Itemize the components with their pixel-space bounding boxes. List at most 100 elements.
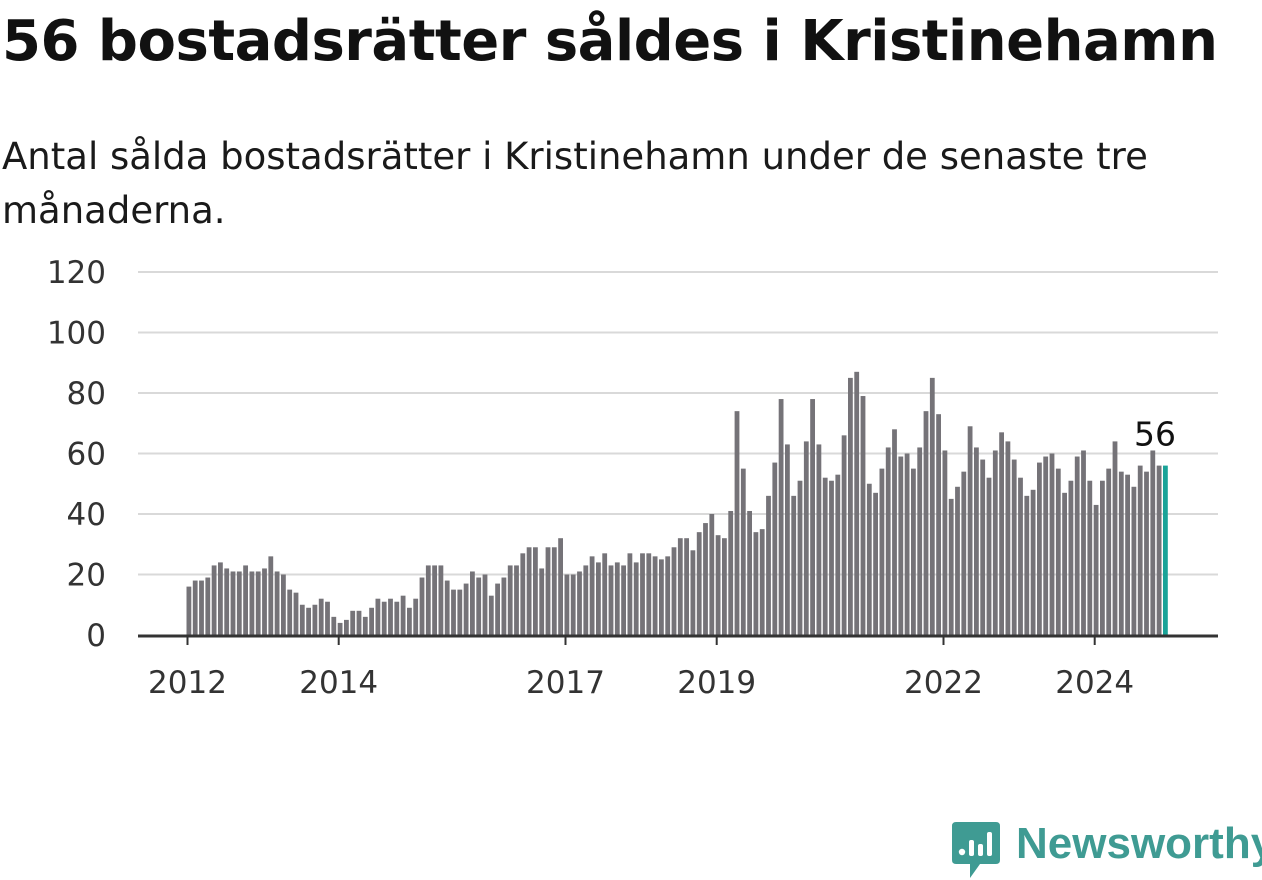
bar bbox=[224, 568, 230, 635]
y-tick-label: 20 bbox=[67, 558, 106, 594]
bar bbox=[1011, 459, 1017, 635]
y-tick-label: 100 bbox=[47, 316, 106, 352]
bar bbox=[1043, 456, 1049, 635]
bar bbox=[785, 444, 790, 635]
bar bbox=[274, 571, 280, 635]
bar bbox=[362, 616, 368, 635]
x-tick-label: 2022 bbox=[904, 665, 983, 701]
bar bbox=[640, 553, 645, 635]
bar bbox=[974, 447, 979, 635]
bar bbox=[1018, 477, 1023, 635]
bar bbox=[1131, 486, 1137, 635]
y-tick-label: 80 bbox=[67, 376, 106, 412]
x-tick-label: 2017 bbox=[526, 665, 605, 701]
bar bbox=[1118, 471, 1124, 635]
bar bbox=[1144, 471, 1149, 635]
bar bbox=[929, 377, 935, 635]
bar bbox=[728, 510, 734, 635]
bar bbox=[419, 577, 425, 635]
bar bbox=[299, 604, 305, 635]
bar bbox=[407, 607, 412, 635]
bar bbox=[1030, 489, 1036, 635]
bar bbox=[236, 571, 242, 635]
bar bbox=[577, 571, 582, 635]
bar bbox=[747, 510, 752, 635]
bar bbox=[344, 619, 349, 635]
bar bbox=[1137, 465, 1143, 635]
bar bbox=[470, 571, 475, 635]
bar bbox=[268, 556, 274, 635]
bar bbox=[526, 547, 532, 635]
bar bbox=[898, 456, 904, 635]
bar bbox=[514, 565, 519, 635]
bar bbox=[545, 547, 551, 635]
bar bbox=[955, 486, 960, 635]
bar bbox=[690, 550, 696, 635]
x-tick-label: 2014 bbox=[299, 665, 378, 701]
bar bbox=[451, 589, 456, 635]
bar bbox=[230, 571, 236, 635]
bar bbox=[312, 604, 318, 635]
bar bbox=[400, 595, 406, 635]
bar bbox=[734, 411, 740, 635]
bar bbox=[652, 556, 658, 635]
bar bbox=[249, 571, 255, 635]
bar bbox=[1125, 474, 1130, 635]
bar bbox=[1062, 492, 1067, 635]
bar bbox=[659, 559, 664, 635]
bar bbox=[1074, 456, 1080, 635]
bar bbox=[306, 607, 311, 635]
bar bbox=[596, 562, 601, 635]
bar bbox=[740, 468, 746, 635]
bar bbox=[967, 426, 973, 635]
bar bbox=[186, 586, 192, 635]
bar bbox=[1100, 480, 1105, 635]
bar bbox=[558, 538, 563, 635]
bar bbox=[583, 565, 589, 635]
bar bbox=[551, 547, 557, 635]
bar bbox=[816, 444, 822, 635]
bar bbox=[621, 565, 626, 635]
x-tick-label: 2012 bbox=[148, 665, 227, 701]
bar bbox=[199, 580, 204, 635]
bar bbox=[495, 583, 500, 635]
chart-title: 56 bostadsrätter såldes i Kristinehamn bbox=[2, 9, 1218, 74]
bar bbox=[337, 622, 343, 635]
bar bbox=[904, 453, 910, 635]
highlighted-bar bbox=[1163, 465, 1168, 635]
bar bbox=[992, 450, 998, 635]
bar bbox=[671, 547, 677, 635]
bar bbox=[331, 616, 337, 635]
bar bbox=[1112, 441, 1118, 635]
bar bbox=[791, 495, 797, 635]
bar bbox=[665, 556, 671, 635]
bar bbox=[564, 574, 570, 635]
bar bbox=[192, 580, 198, 635]
bar bbox=[318, 598, 324, 635]
bar bbox=[375, 598, 381, 635]
bar bbox=[287, 589, 293, 635]
bar bbox=[854, 371, 860, 635]
highlight-value-label: 56 bbox=[1134, 415, 1176, 454]
bar bbox=[803, 441, 809, 635]
bar bbox=[942, 450, 948, 635]
x-tick-label: 2019 bbox=[677, 665, 756, 701]
y-tick-label: 60 bbox=[67, 437, 106, 473]
bar bbox=[262, 568, 267, 635]
bar bbox=[482, 574, 488, 635]
newsworthy-logo-icon bbox=[952, 822, 1000, 878]
bar bbox=[1156, 465, 1162, 635]
bar bbox=[879, 468, 885, 635]
x-axis-ticks: 2012 2014 2017 2019 2022 2024 bbox=[148, 637, 1134, 701]
bar bbox=[797, 480, 803, 635]
bar bbox=[388, 598, 393, 635]
bar bbox=[778, 399, 784, 635]
bar bbox=[923, 411, 929, 635]
bar bbox=[281, 574, 286, 635]
bar bbox=[608, 565, 614, 635]
bar bbox=[627, 553, 633, 635]
brand-name: Newsworthy bbox=[1016, 819, 1262, 868]
bar bbox=[999, 432, 1004, 635]
bar bbox=[822, 477, 828, 635]
bar bbox=[589, 556, 595, 635]
